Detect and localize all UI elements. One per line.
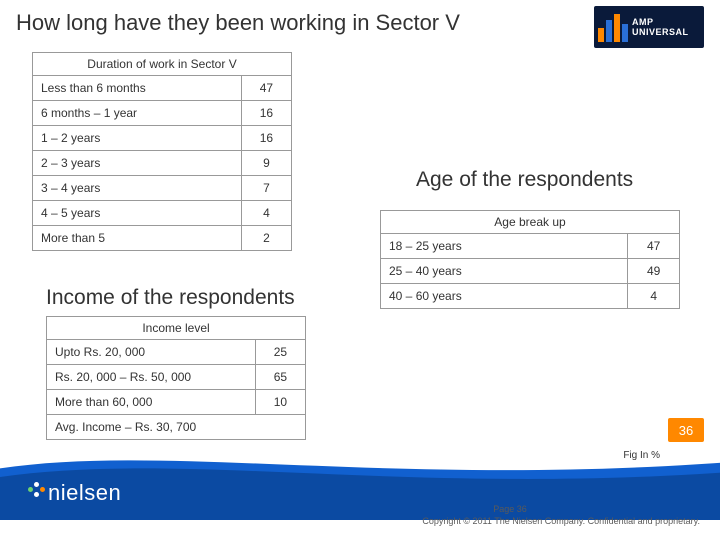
table-row: 18 – 25 years47 (381, 234, 680, 259)
income-heading: Income of the respondents (46, 286, 295, 310)
row-value: 65 (255, 365, 305, 390)
age-table: Age break up 18 – 25 years47 25 – 40 yea… (380, 210, 680, 309)
row-label: 2 – 3 years (33, 151, 242, 176)
footer-page: Page 36 (360, 504, 660, 514)
table-row: 3 – 4 years7 (33, 176, 292, 201)
row-label: 3 – 4 years (33, 176, 242, 201)
table-row: More than 60, 00010 (47, 390, 306, 415)
row-value: 10 (255, 390, 305, 415)
table-row: Rs. 20, 000 – Rs. 50, 00065 (47, 365, 306, 390)
age-heading: Age of the respondents (416, 168, 633, 192)
table-row: Less than 6 months47 (33, 76, 292, 101)
table-header: Age break up (381, 211, 680, 234)
row-label: More than 60, 000 (47, 390, 256, 415)
logo-text: AMP UNIVERSAL (632, 17, 700, 37)
page-number-badge: 36 (668, 418, 704, 442)
row-label: Less than 6 months (33, 76, 242, 101)
table-row: 25 – 40 years49 (381, 259, 680, 284)
nielsen-text: nielsen (48, 480, 121, 505)
footer-copyright: Copyright © 2011 The Nielsen Company. Co… (320, 516, 700, 526)
row-value: 16 (241, 126, 291, 151)
table-row: 4 – 5 years4 (33, 201, 292, 226)
row-value: 16 (241, 101, 291, 126)
table-row: Upto Rs. 20, 00025 (47, 340, 306, 365)
row-value: 4 (241, 201, 291, 226)
row-value: 9 (241, 151, 291, 176)
table-row: Avg. Income – Rs. 30, 700 (47, 415, 306, 440)
row-value: 47 (241, 76, 291, 101)
row-value: 47 (628, 234, 680, 259)
row-label: 6 months – 1 year (33, 101, 242, 126)
duration-table: Duration of work in Sector V Less than 6… (32, 52, 292, 251)
amp-universal-logo: AMP UNIVERSAL (594, 6, 704, 48)
row-label: 25 – 40 years (381, 259, 628, 284)
income-table: Income level Upto Rs. 20, 00025 Rs. 20, … (46, 316, 306, 440)
row-value: 7 (241, 176, 291, 201)
row-label: Upto Rs. 20, 000 (47, 340, 256, 365)
table-header: Income level (47, 317, 306, 340)
table-row: 40 – 60 years4 (381, 284, 680, 309)
table-row: 6 months – 1 year16 (33, 101, 292, 126)
row-label: Avg. Income – Rs. 30, 700 (47, 415, 306, 440)
row-value: 4 (628, 284, 680, 309)
row-label: 1 – 2 years (33, 126, 242, 151)
row-label: 40 – 60 years (381, 284, 628, 309)
logo-bars-icon (598, 12, 628, 42)
table-row: More than 52 (33, 226, 292, 251)
row-label: More than 5 (33, 226, 242, 251)
table-row: 1 – 2 years16 (33, 126, 292, 151)
row-value: 49 (628, 259, 680, 284)
row-label: 18 – 25 years (381, 234, 628, 259)
row-value: 25 (255, 340, 305, 365)
nielsen-dots-icon (28, 480, 46, 498)
table-row: 2 – 3 years9 (33, 151, 292, 176)
slide-title: How long have they been working in Secto… (16, 10, 460, 36)
row-value: 2 (241, 226, 291, 251)
table-header: Duration of work in Sector V (33, 53, 292, 76)
row-label: 4 – 5 years (33, 201, 242, 226)
nielsen-logo: nielsen (28, 480, 121, 506)
row-label: Rs. 20, 000 – Rs. 50, 000 (47, 365, 256, 390)
